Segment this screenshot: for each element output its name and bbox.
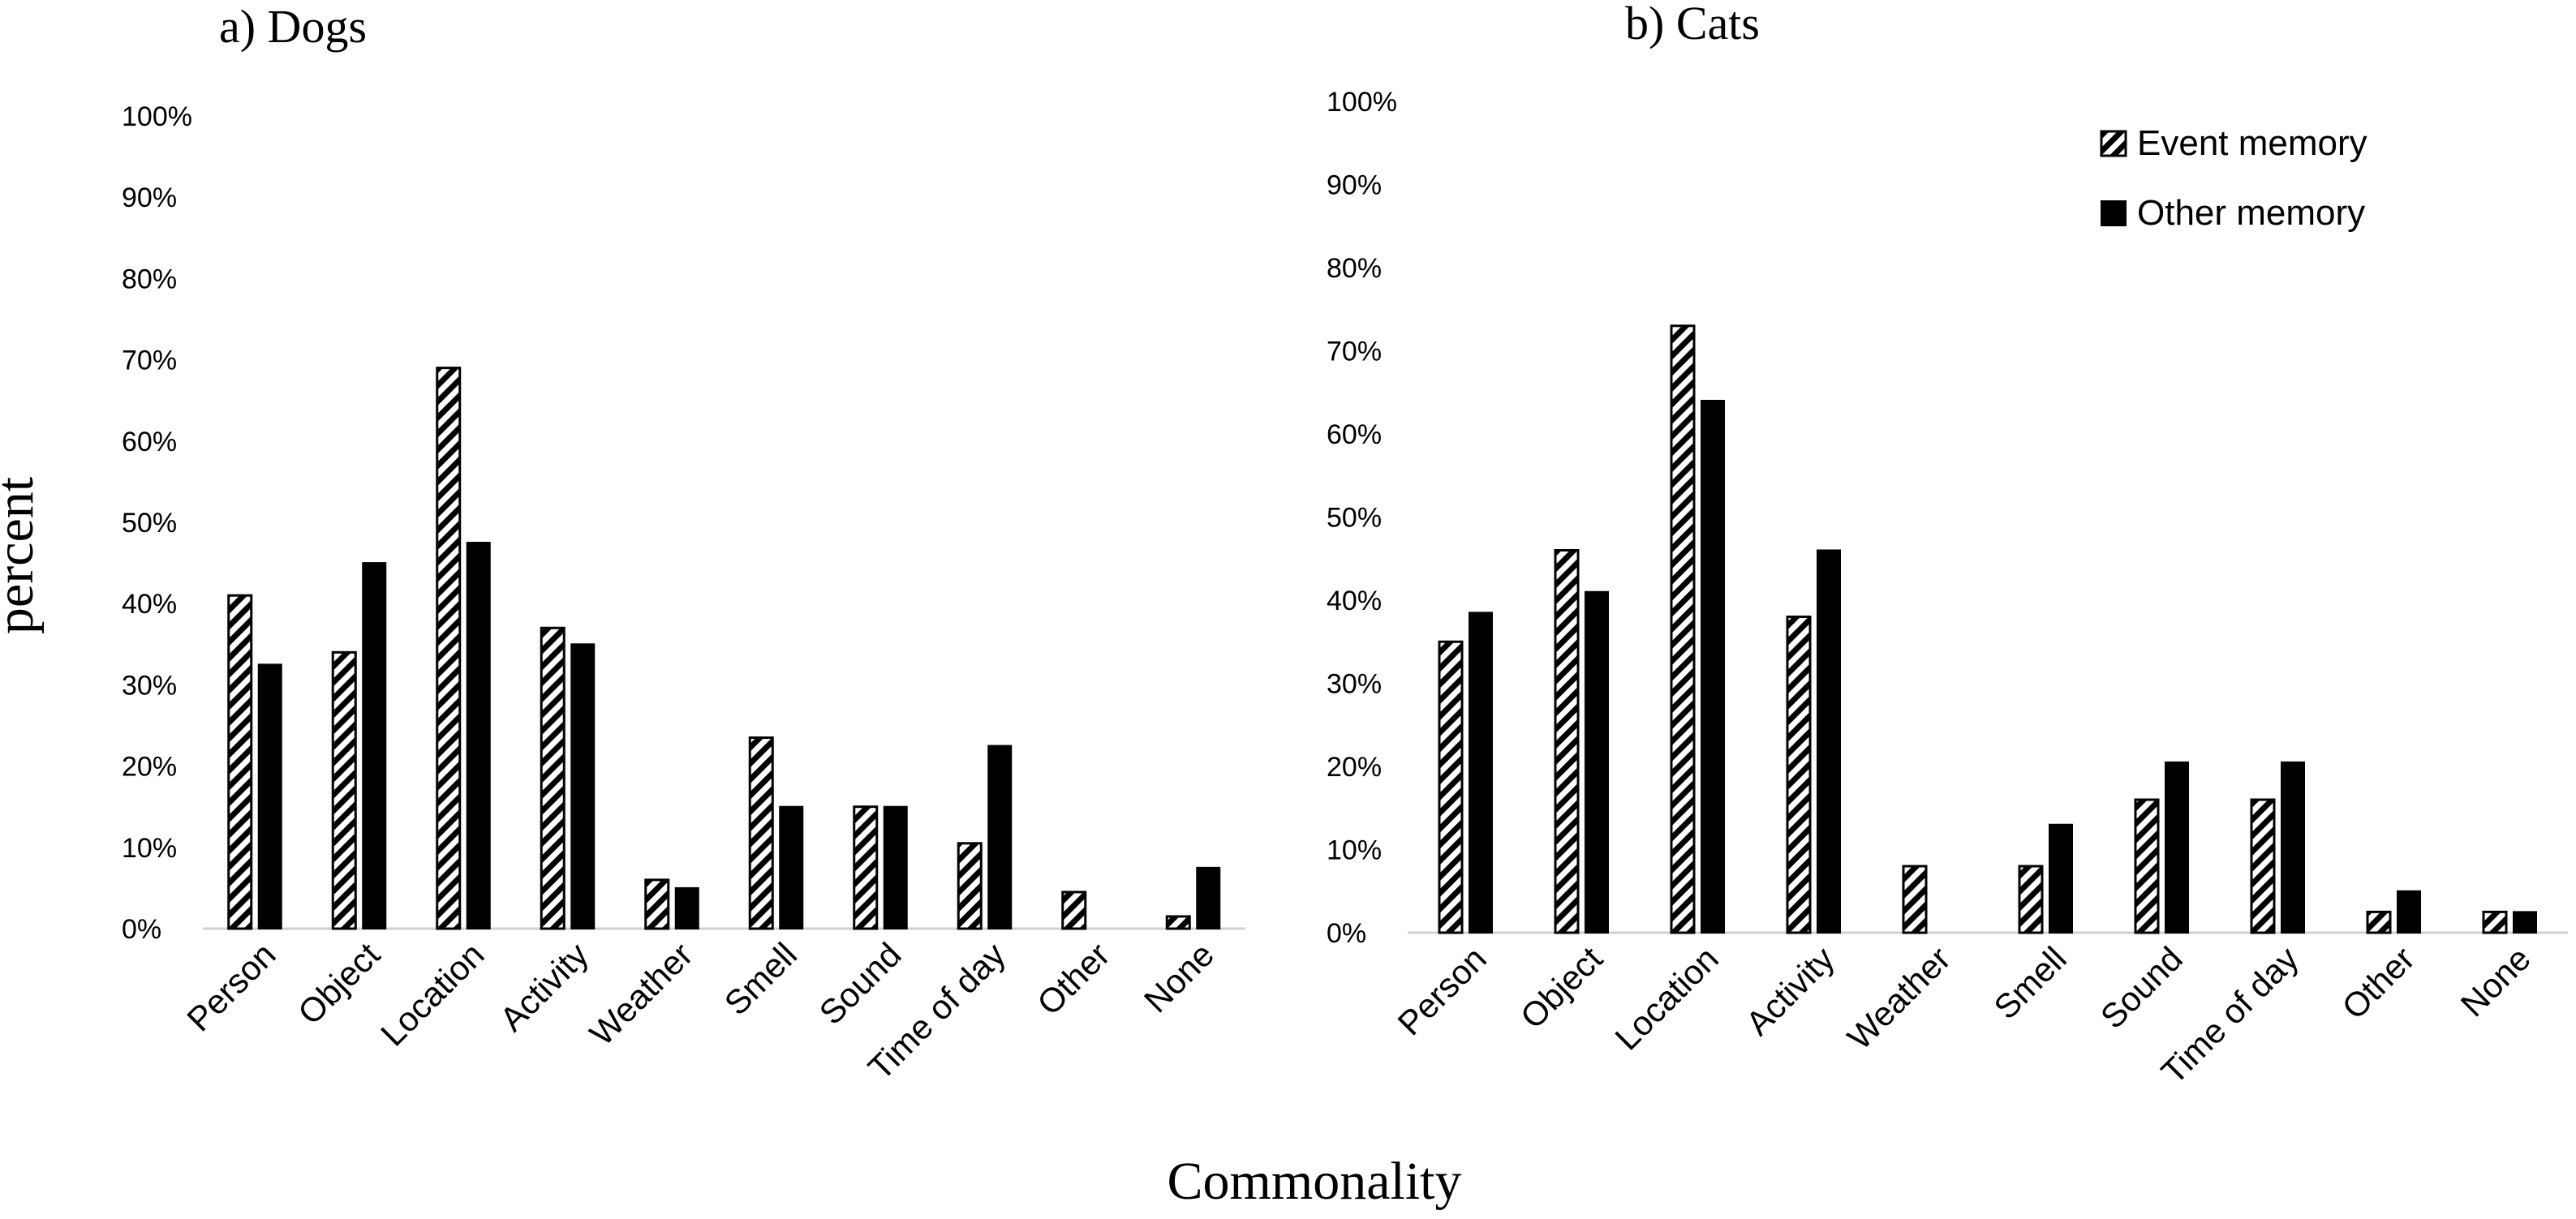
dogs-category-label-location: Location — [373, 935, 492, 1054]
cats-y-tick-label: 80% — [1327, 253, 1382, 284]
cats-bar-other-time-of-day — [2281, 761, 2305, 934]
cats-bar-other-none — [2513, 911, 2537, 934]
dogs-y-tick-label: 70% — [122, 346, 177, 376]
dogs-chart-panel: a) Dogs 0% 10% 20% 30% 40% 50% 60% 70% 80% 90% 100… — [122, 0, 1245, 1087]
cats-bar-event-sound — [2134, 798, 2160, 934]
dogs-y-tick-label: 100% — [122, 101, 192, 132]
dogs-y-tick-label: 20% — [122, 752, 177, 783]
legend: Event memory Other memory — [2100, 123, 2367, 233]
y-axis-title: percent — [0, 477, 45, 634]
legend-label-other-memory: Other memory — [2137, 193, 2365, 233]
dogs-bar-event-time-of-day — [957, 842, 983, 930]
cats-y-tick-label: 10% — [1327, 835, 1382, 866]
cats-bar-event-object — [1554, 549, 1580, 934]
dogs-bar-event-weather — [644, 878, 670, 930]
dogs-category-label-smell: Smell — [717, 935, 805, 1023]
dogs-bar-event-location — [436, 367, 462, 930]
dogs-bar-other-weather — [674, 886, 699, 930]
dogs-y-tick-label: 90% — [122, 182, 177, 213]
cats-y-tick-label: 20% — [1327, 752, 1382, 783]
dogs-panel-title: a) Dogs — [219, 0, 367, 53]
cats-y-tick-label: 30% — [1327, 669, 1382, 700]
cats-category-label-location: Location — [1607, 939, 1726, 1058]
cats-category-label-sound: Sound — [2093, 939, 2190, 1036]
dogs-category-label-object: Object — [290, 935, 387, 1032]
cats-category-label-smell: Smell — [1986, 939, 2074, 1027]
dogs-category-label-weather: Weather — [583, 935, 700, 1053]
cats-bar-event-none — [2482, 910, 2508, 934]
dogs-y-tick-label: 10% — [122, 833, 177, 864]
dogs-bar-other-sound — [883, 805, 908, 930]
cats-y-tick-label: 70% — [1327, 337, 1382, 367]
cats-bar-other-person — [1469, 612, 1493, 934]
cats-category-label-weather: Weather — [1840, 939, 1958, 1057]
legend-swatch-event-memory — [2100, 130, 2127, 157]
dogs-y-tick-label: 60% — [122, 427, 177, 457]
dogs-y-tick-label: 50% — [122, 508, 177, 539]
cats-category-label-object: Object — [1513, 939, 1610, 1036]
cats-bar-event-activity — [1786, 616, 1812, 934]
cats-bar-event-person — [1438, 640, 1464, 934]
dogs-bar-other-activity — [570, 643, 596, 929]
dogs-y-tick-label: 30% — [122, 670, 177, 701]
cats-chart-panel: b) Cats 0% 10% 20% 30% 40% 50% 60% 70% 80% 90% 100… — [1327, 0, 2568, 1091]
dogs-bar-event-object — [331, 650, 357, 930]
legend-swatch-other-memory — [2101, 200, 2127, 226]
cats-y-tick-label: 0% — [1327, 918, 1366, 949]
dogs-bar-event-person — [227, 594, 253, 930]
cats-y-tick-label: 100% — [1327, 87, 1397, 118]
dogs-category-label-none: None — [1137, 935, 1221, 1019]
cats-category-label-none: None — [2453, 939, 2538, 1024]
dogs-category-label-person: Person — [179, 935, 282, 1038]
cats-bar-event-other — [2366, 910, 2392, 934]
dogs-y-tick-label: 40% — [122, 589, 177, 620]
x-axis-title: Commonality — [1168, 1152, 1462, 1211]
dogs-bar-event-smell — [748, 736, 774, 930]
legend-label-event-memory: Event memory — [2137, 123, 2367, 163]
dogs-bar-event-activity — [540, 626, 566, 930]
cats-bar-other-other — [2397, 890, 2421, 934]
cats-category-label-activity: Activity — [1739, 939, 1842, 1042]
cats-category-label-other: Other — [2334, 939, 2422, 1027]
cats-y-tick-label: 50% — [1327, 503, 1382, 534]
cats-category-label-person: Person — [1391, 939, 1494, 1042]
cats-bar-other-smell — [2049, 823, 2073, 934]
dogs-y-tick-label: 80% — [122, 264, 177, 294]
dogs-bar-other-none — [1196, 866, 1221, 929]
cats-bar-event-time-of-day — [2250, 798, 2276, 934]
dogs-bar-other-person — [257, 663, 282, 929]
cats-bar-other-location — [1701, 400, 1725, 934]
cats-bar-other-activity — [1817, 549, 1841, 934]
cats-bar-other-object — [1585, 590, 1609, 934]
dogs-bar-other-object — [362, 562, 387, 929]
cats-y-tick-label: 90% — [1327, 170, 1382, 201]
dogs-bar-other-time-of-day — [987, 745, 1013, 929]
cats-bar-event-smell — [2018, 865, 2044, 934]
dogs-category-label-sound: Sound — [811, 935, 908, 1032]
dogs-bar-other-location — [466, 542, 491, 929]
cats-bar-event-location — [1670, 324, 1696, 934]
dogs-bar-other-smell — [779, 805, 804, 930]
dogs-bar-event-none — [1165, 915, 1191, 930]
cats-bar-event-weather — [1902, 865, 1928, 934]
cats-panel-title: b) Cats — [1625, 0, 1760, 49]
dogs-category-label-other: Other — [1030, 935, 1117, 1023]
dogs-bar-event-sound — [853, 805, 879, 930]
cats-bar-other-sound — [2165, 761, 2189, 934]
dogs-y-tick-label: 0% — [122, 914, 161, 945]
cats-y-tick-label: 60% — [1327, 419, 1382, 450]
cats-y-tick-label: 40% — [1327, 586, 1382, 616]
dogs-category-label-activity: Activity — [492, 935, 596, 1038]
dogs-bar-event-other — [1061, 891, 1087, 930]
